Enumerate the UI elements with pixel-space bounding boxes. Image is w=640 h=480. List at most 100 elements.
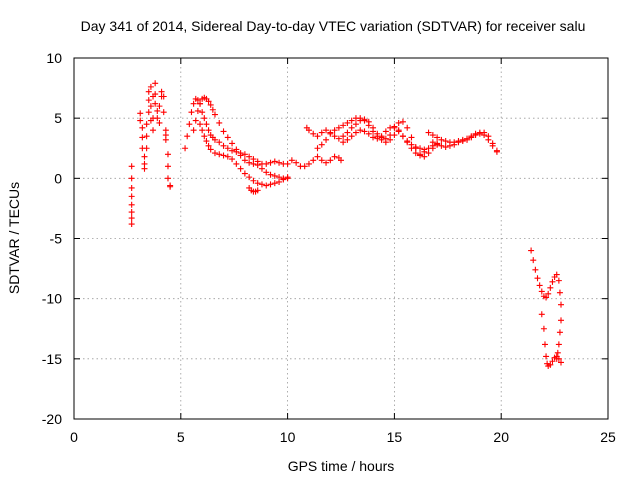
data-point [190,100,197,107]
data-point [421,146,428,153]
data-point [472,132,479,139]
data-point [201,133,208,140]
data-point [549,278,556,285]
data-point [399,118,406,125]
data-point [538,288,545,295]
data-point [357,127,364,134]
data-point [556,289,563,296]
data-point [211,136,218,143]
data-point [558,301,565,308]
data-point [216,151,223,158]
data-point [182,145,189,152]
y-tick-label: 10 [46,50,62,66]
series-day-b [190,94,291,182]
data-point [425,129,432,136]
data-point [314,145,321,152]
data-point [250,177,257,184]
data-point [137,110,144,117]
series-midday-c [340,123,428,153]
data-point [229,147,236,154]
data-point [137,117,144,124]
data-point [555,355,562,362]
x-tick-labels: 0 5 10 15 20 25 [70,429,616,445]
data-point [370,128,377,135]
data-point [207,146,214,153]
data-point [224,153,231,160]
plot-frame [73,57,609,420]
x-tick-label: 15 [387,429,403,445]
data-point [310,130,317,137]
data-point [408,134,415,141]
grid-lines [74,58,608,419]
data-point [128,221,135,228]
data-point [164,151,171,158]
data-point [156,119,163,126]
data-point [205,142,212,149]
data-point [412,150,419,157]
data-point [387,124,394,131]
series-late-b [538,311,565,370]
data-point [271,158,278,165]
data-point [152,80,159,87]
data-point [128,184,135,191]
data-point [263,182,270,189]
x-tick-label: 20 [493,429,509,445]
data-point [476,130,483,137]
data-point [378,133,385,140]
data-point [241,170,248,177]
data-point [237,165,244,172]
data-point [357,115,364,122]
data-point [199,109,206,116]
data-point [209,106,216,113]
data-point [331,153,338,160]
data-point [382,139,389,146]
x-tick-label: 25 [600,429,616,445]
data-point [348,133,355,140]
data-point [216,139,223,146]
data-point [271,172,278,179]
data-point [186,121,193,128]
y-tick-label: -10 [42,291,62,307]
x-axis-label: GPS time / hours [288,458,395,474]
data-point [128,175,135,182]
data-point [327,157,334,164]
data-point [541,341,548,348]
data-point [323,136,330,143]
data-point [147,103,154,110]
data-point [536,282,543,289]
data-point [246,159,253,166]
data-point [152,100,159,107]
data-point [154,107,161,114]
data-point [246,153,253,160]
data-point [288,157,295,164]
data-point [429,132,436,139]
data-point [446,142,453,149]
data-point [352,121,359,128]
data-point [543,353,550,360]
data-point [284,175,291,182]
data-points [128,80,565,370]
data-point [361,117,368,124]
data-point [220,152,227,159]
data-point [147,83,154,90]
data-point [314,133,321,140]
data-point [229,156,236,163]
data-point [318,157,325,164]
data-point [128,209,135,216]
data-point [468,134,475,141]
data-point [143,145,150,152]
data-point [481,129,488,136]
data-point [128,215,135,222]
data-point [543,294,550,301]
data-point [250,160,257,167]
data-point [160,93,167,100]
data-point [229,140,236,147]
data-point [224,134,231,141]
data-point [197,121,204,128]
data-point [216,119,223,126]
data-point [211,150,218,157]
data-point [284,160,291,167]
data-point [370,134,377,141]
data-point [442,138,449,145]
